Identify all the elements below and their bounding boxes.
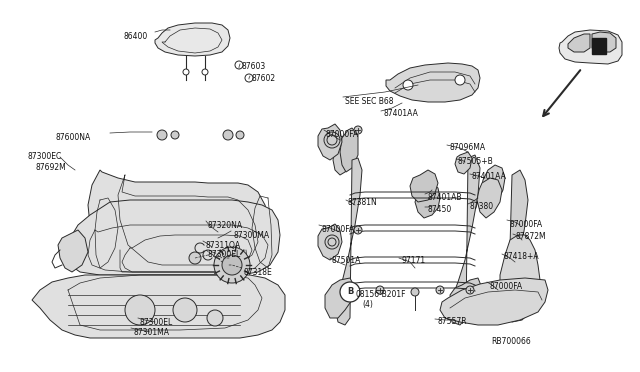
Text: 87872M: 87872M bbox=[515, 232, 546, 241]
Circle shape bbox=[125, 295, 155, 325]
Circle shape bbox=[236, 131, 244, 139]
Text: 87000FA: 87000FA bbox=[326, 130, 359, 139]
Text: RB700066: RB700066 bbox=[491, 337, 531, 346]
Text: 87300EL: 87300EL bbox=[140, 318, 173, 327]
Text: 87380: 87380 bbox=[470, 202, 494, 211]
Polygon shape bbox=[440, 278, 548, 325]
Circle shape bbox=[171, 131, 179, 139]
Circle shape bbox=[411, 288, 419, 296]
Circle shape bbox=[466, 286, 474, 294]
Polygon shape bbox=[155, 23, 230, 56]
Text: 97171: 97171 bbox=[401, 256, 425, 265]
Text: 86400: 86400 bbox=[124, 32, 148, 41]
Circle shape bbox=[202, 69, 208, 75]
Circle shape bbox=[214, 247, 250, 283]
Text: 87600NA: 87600NA bbox=[56, 133, 92, 142]
Circle shape bbox=[183, 69, 189, 75]
Polygon shape bbox=[88, 170, 272, 272]
Polygon shape bbox=[592, 32, 616, 52]
Text: 87318E: 87318E bbox=[244, 268, 273, 277]
Text: SEE SEC B68: SEE SEC B68 bbox=[345, 97, 394, 106]
Text: 87401AA: 87401AA bbox=[383, 109, 418, 118]
Text: 87000FA: 87000FA bbox=[489, 282, 522, 291]
Text: (4): (4) bbox=[362, 300, 373, 309]
Polygon shape bbox=[410, 170, 438, 202]
Polygon shape bbox=[318, 124, 342, 160]
Text: 87096MA: 87096MA bbox=[449, 143, 485, 152]
Polygon shape bbox=[58, 230, 88, 272]
Polygon shape bbox=[500, 235, 540, 322]
Text: 87300EC: 87300EC bbox=[28, 152, 62, 161]
Text: 08156-B201F: 08156-B201F bbox=[355, 290, 406, 299]
Text: 87603: 87603 bbox=[242, 62, 266, 71]
Circle shape bbox=[436, 286, 444, 294]
Polygon shape bbox=[386, 63, 480, 102]
Circle shape bbox=[223, 130, 233, 140]
Text: 87692M: 87692M bbox=[35, 163, 66, 172]
Text: 87000FA: 87000FA bbox=[321, 225, 354, 234]
Polygon shape bbox=[318, 224, 342, 260]
Polygon shape bbox=[415, 184, 440, 218]
Text: 87401AB: 87401AB bbox=[427, 193, 461, 202]
Circle shape bbox=[157, 130, 167, 140]
Text: 87320NA: 87320NA bbox=[208, 221, 243, 230]
Polygon shape bbox=[502, 170, 528, 318]
Text: 87418+A: 87418+A bbox=[504, 252, 540, 261]
Text: 87301MA: 87301MA bbox=[133, 328, 169, 337]
Text: 87450: 87450 bbox=[427, 205, 451, 214]
Polygon shape bbox=[68, 200, 280, 275]
Text: 87602: 87602 bbox=[251, 74, 275, 83]
Polygon shape bbox=[336, 158, 362, 325]
Polygon shape bbox=[32, 275, 285, 338]
Text: 87401AA: 87401AA bbox=[472, 172, 507, 181]
Polygon shape bbox=[559, 30, 622, 64]
Circle shape bbox=[403, 80, 413, 90]
Text: B: B bbox=[347, 288, 353, 296]
Polygon shape bbox=[333, 140, 352, 175]
Polygon shape bbox=[455, 152, 472, 174]
Circle shape bbox=[455, 75, 465, 85]
Text: 87557R: 87557R bbox=[437, 317, 467, 326]
Circle shape bbox=[354, 226, 362, 234]
Polygon shape bbox=[340, 128, 358, 172]
Text: 87381N: 87381N bbox=[348, 198, 378, 207]
Text: 87501A: 87501A bbox=[332, 256, 362, 265]
Text: 87505+B: 87505+B bbox=[458, 157, 493, 166]
Circle shape bbox=[235, 61, 243, 69]
Text: 87311QA: 87311QA bbox=[205, 241, 240, 250]
Circle shape bbox=[376, 286, 384, 294]
Polygon shape bbox=[450, 155, 480, 325]
Polygon shape bbox=[481, 165, 505, 205]
Circle shape bbox=[222, 255, 242, 275]
Circle shape bbox=[354, 126, 362, 134]
Circle shape bbox=[340, 282, 360, 302]
Polygon shape bbox=[477, 178, 502, 218]
Circle shape bbox=[207, 310, 223, 326]
Text: 87300MA: 87300MA bbox=[233, 231, 269, 240]
Text: 87000FA: 87000FA bbox=[509, 220, 542, 229]
Polygon shape bbox=[325, 278, 355, 318]
Text: 87300EL: 87300EL bbox=[208, 250, 241, 259]
Circle shape bbox=[189, 252, 201, 264]
Bar bbox=[592, 38, 606, 54]
Polygon shape bbox=[450, 278, 482, 318]
Circle shape bbox=[245, 74, 253, 82]
Circle shape bbox=[173, 298, 197, 322]
Polygon shape bbox=[568, 34, 590, 52]
